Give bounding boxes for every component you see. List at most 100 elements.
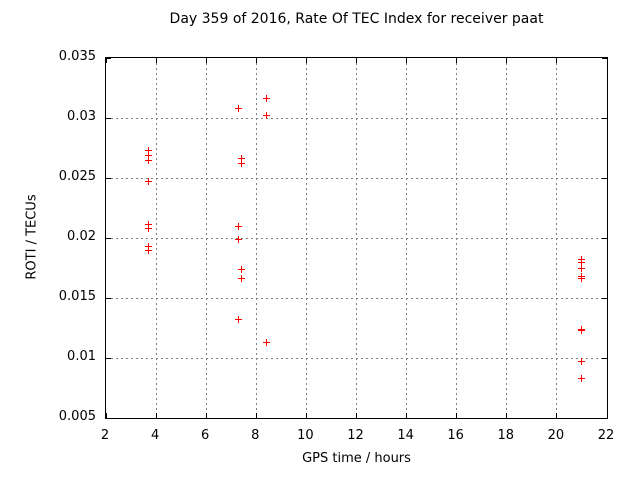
gridline-horizontal <box>106 357 607 359</box>
x-tick-label: 20 <box>547 428 565 443</box>
marker-vbar <box>238 222 240 230</box>
tick-mark-x <box>205 413 207 418</box>
tick-mark-y <box>106 117 111 119</box>
marker-vbar <box>240 155 242 163</box>
data-point <box>235 235 243 243</box>
x-tick-label: 14 <box>397 428 414 443</box>
tick-mark-y <box>602 177 607 179</box>
tick-mark-y <box>106 417 111 419</box>
gridline-horizontal <box>106 297 607 299</box>
tick-mark-x <box>255 58 257 63</box>
tick-mark-x <box>506 58 508 63</box>
tick-mark-x <box>105 58 107 63</box>
x-axis-label: GPS time / hours <box>302 451 411 466</box>
data-point <box>237 160 245 168</box>
y-tick-label: 0.02 <box>67 229 96 244</box>
tick-mark-x <box>556 58 558 63</box>
tick-mark-y <box>602 357 607 359</box>
tick-mark-y <box>106 237 111 239</box>
gridline-horizontal <box>106 237 607 239</box>
data-point <box>578 275 586 283</box>
data-point <box>262 95 270 103</box>
tick-mark-x <box>205 58 207 63</box>
data-point <box>145 246 153 254</box>
marker-vbar <box>581 374 583 382</box>
marker-vbar <box>148 146 150 154</box>
tick-mark-x <box>606 413 608 418</box>
tick-mark-y <box>106 297 111 299</box>
data-point <box>145 242 153 250</box>
y-tick-label: 0.035 <box>58 49 96 64</box>
x-tick-label: 2 <box>100 428 110 443</box>
data-point <box>145 146 153 154</box>
data-point <box>578 374 586 382</box>
marker-vbar <box>240 265 242 273</box>
data-point <box>145 151 153 159</box>
data-point <box>578 358 586 366</box>
gridline-horizontal <box>106 117 607 119</box>
data-point <box>578 258 586 266</box>
marker-vbar <box>581 326 583 334</box>
tick-mark-y <box>106 57 111 59</box>
marker-vbar <box>148 242 150 250</box>
y-tick-label: 0.01 <box>67 349 96 364</box>
tick-mark-x <box>456 58 458 63</box>
marker-vbar <box>581 358 583 366</box>
data-point <box>145 156 153 164</box>
tick-mark-x <box>105 413 107 418</box>
marker-vbar <box>265 95 267 103</box>
x-tick-label: 8 <box>251 428 260 443</box>
y-tick-label: 0.03 <box>67 109 96 124</box>
data-point <box>237 275 245 283</box>
tick-mark-x <box>255 413 257 418</box>
marker-vbar <box>581 264 583 272</box>
marker-vbar <box>581 258 583 266</box>
tick-mark-x <box>406 58 408 63</box>
tick-mark-x <box>356 58 357 63</box>
marker-vbar <box>265 112 267 120</box>
tick-mark-y <box>106 357 111 359</box>
data-point <box>237 155 245 163</box>
tick-mark-x <box>305 413 307 418</box>
y-tick-label: 0.005 <box>58 409 96 424</box>
data-point <box>578 264 586 272</box>
tick-mark-x <box>406 413 408 418</box>
marker-vbar <box>581 275 583 283</box>
marker-vbar <box>148 178 150 186</box>
chart-title: Day 359 of 2016, Rate Of TEC Index for r… <box>169 11 544 27</box>
data-point <box>237 265 245 273</box>
x-tick-label: 18 <box>497 428 515 443</box>
data-point <box>578 326 586 334</box>
marker-vbar <box>148 151 150 159</box>
data-point <box>262 112 270 120</box>
data-point <box>235 316 243 324</box>
marker-vbar <box>238 316 240 324</box>
x-tick-label: 22 <box>597 428 615 443</box>
tick-mark-x <box>305 58 307 63</box>
marker-vbar <box>265 338 267 346</box>
tick-mark-x <box>606 58 608 63</box>
data-point <box>145 178 153 186</box>
tick-mark-x <box>456 413 458 418</box>
data-point <box>262 338 270 346</box>
x-tick-label: 6 <box>201 428 210 443</box>
tick-mark-x <box>155 58 157 63</box>
marker-vbar <box>148 221 150 229</box>
tick-mark-x <box>356 413 357 418</box>
tick-mark-y <box>602 237 607 239</box>
x-tick-label: 10 <box>297 428 314 443</box>
tick-mark-y <box>602 117 607 119</box>
x-tick-label: 12 <box>347 428 364 443</box>
data-point <box>145 221 153 229</box>
x-tick-label: 4 <box>150 428 160 443</box>
data-point <box>145 224 153 232</box>
data-point <box>235 222 243 230</box>
marker-vbar <box>148 156 150 164</box>
marker-vbar <box>148 224 150 232</box>
gridline-horizontal <box>106 177 607 179</box>
tick-mark-x <box>506 413 508 418</box>
marker-vbar <box>240 275 242 283</box>
tick-mark-x <box>556 413 558 418</box>
tick-mark-y <box>602 297 607 299</box>
